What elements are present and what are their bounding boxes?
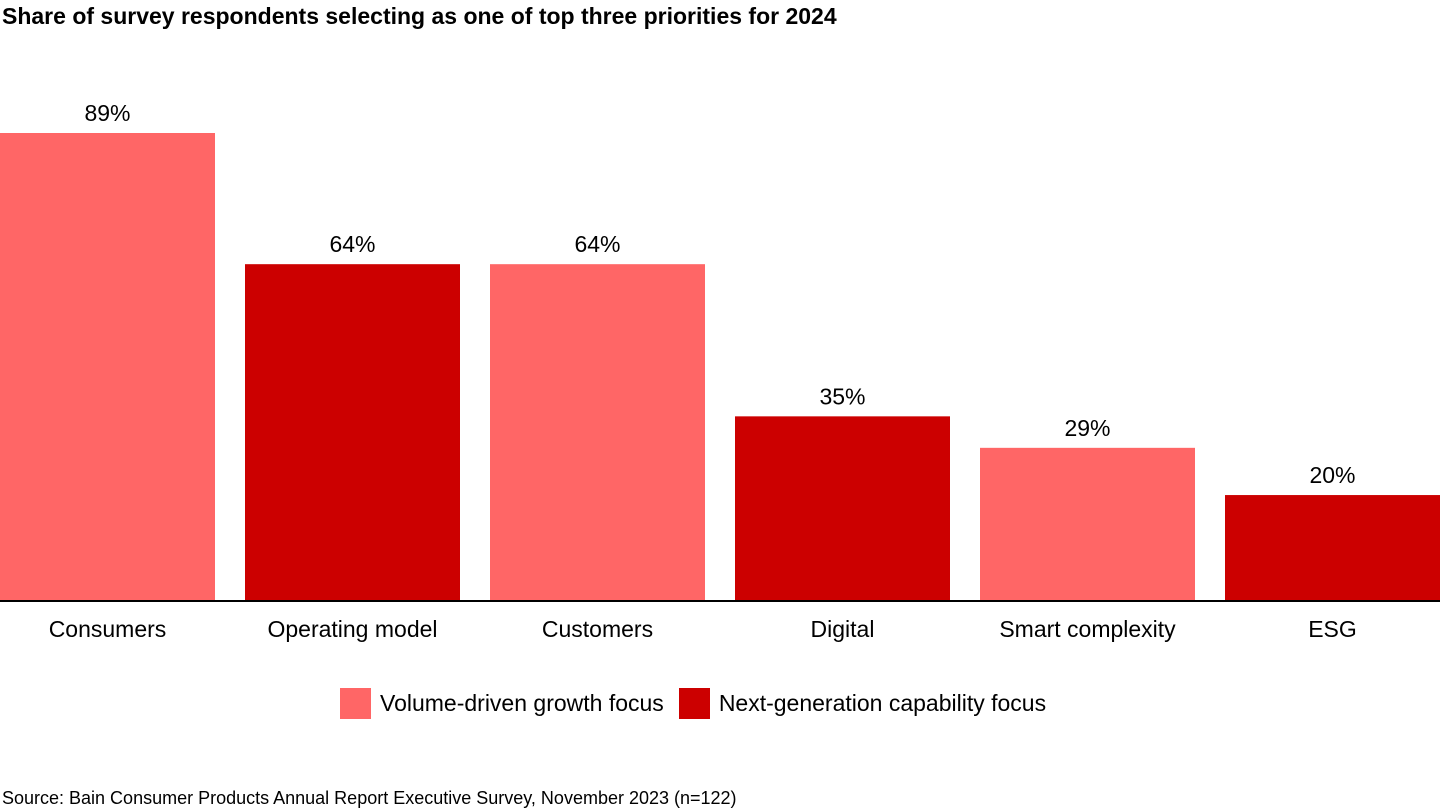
- category-label-digital: Digital: [811, 616, 875, 642]
- chart-title: Share of survey respondents selecting as…: [2, 3, 837, 29]
- bar-operating-model: [245, 264, 460, 600]
- category-label-customers: Customers: [542, 616, 653, 642]
- bar-esg: [1225, 495, 1440, 600]
- value-label-smart-complexity: 29%: [1064, 415, 1110, 441]
- category-label-operating-model: Operating model: [267, 616, 437, 642]
- source-note: Source: Bain Consumer Products Annual Re…: [2, 788, 737, 808]
- legend-swatch-next-generation: [678, 688, 710, 719]
- legend: Volume-driven growth focus Next-generati…: [340, 688, 1061, 719]
- category-labels-layer: Consumers Operating model Customers Digital…: [49, 616, 1357, 642]
- legend-swatch-volume: [340, 688, 371, 719]
- legend-label-volume: Volume-driven growth focus: [380, 690, 664, 716]
- value-label-operating-model: 64%: [329, 231, 375, 257]
- bar-consumers: [0, 133, 215, 600]
- bar-chart: 89% 64% 64% 35% 29% 20% Consumers Operating mo…: [0, 100, 1440, 642]
- bar-digital: [735, 416, 950, 600]
- value-labels-layer: 89% 64% 64% 35% 29% 20%: [84, 100, 1355, 488]
- value-label-customers: 64%: [574, 231, 620, 257]
- legend-item-next-generation: Next-generation capability focus: [678, 688, 1047, 719]
- value-label-consumers: 89%: [84, 100, 130, 126]
- legend-item-volume: Volume-driven growth focus: [340, 688, 664, 719]
- category-label-consumers: Consumers: [49, 616, 167, 642]
- value-label-esg: 20%: [1309, 462, 1355, 488]
- category-label-smart-complexity: Smart complexity: [999, 616, 1176, 642]
- bar-smart-complexity: [980, 447, 1195, 600]
- legend-label-next-generation: Next-generation capability focus: [718, 690, 1047, 716]
- bars-layer: [0, 133, 1440, 600]
- bar-customers: [490, 264, 705, 600]
- value-label-digital: 35%: [819, 383, 865, 409]
- category-label-esg: ESG: [1308, 616, 1357, 642]
